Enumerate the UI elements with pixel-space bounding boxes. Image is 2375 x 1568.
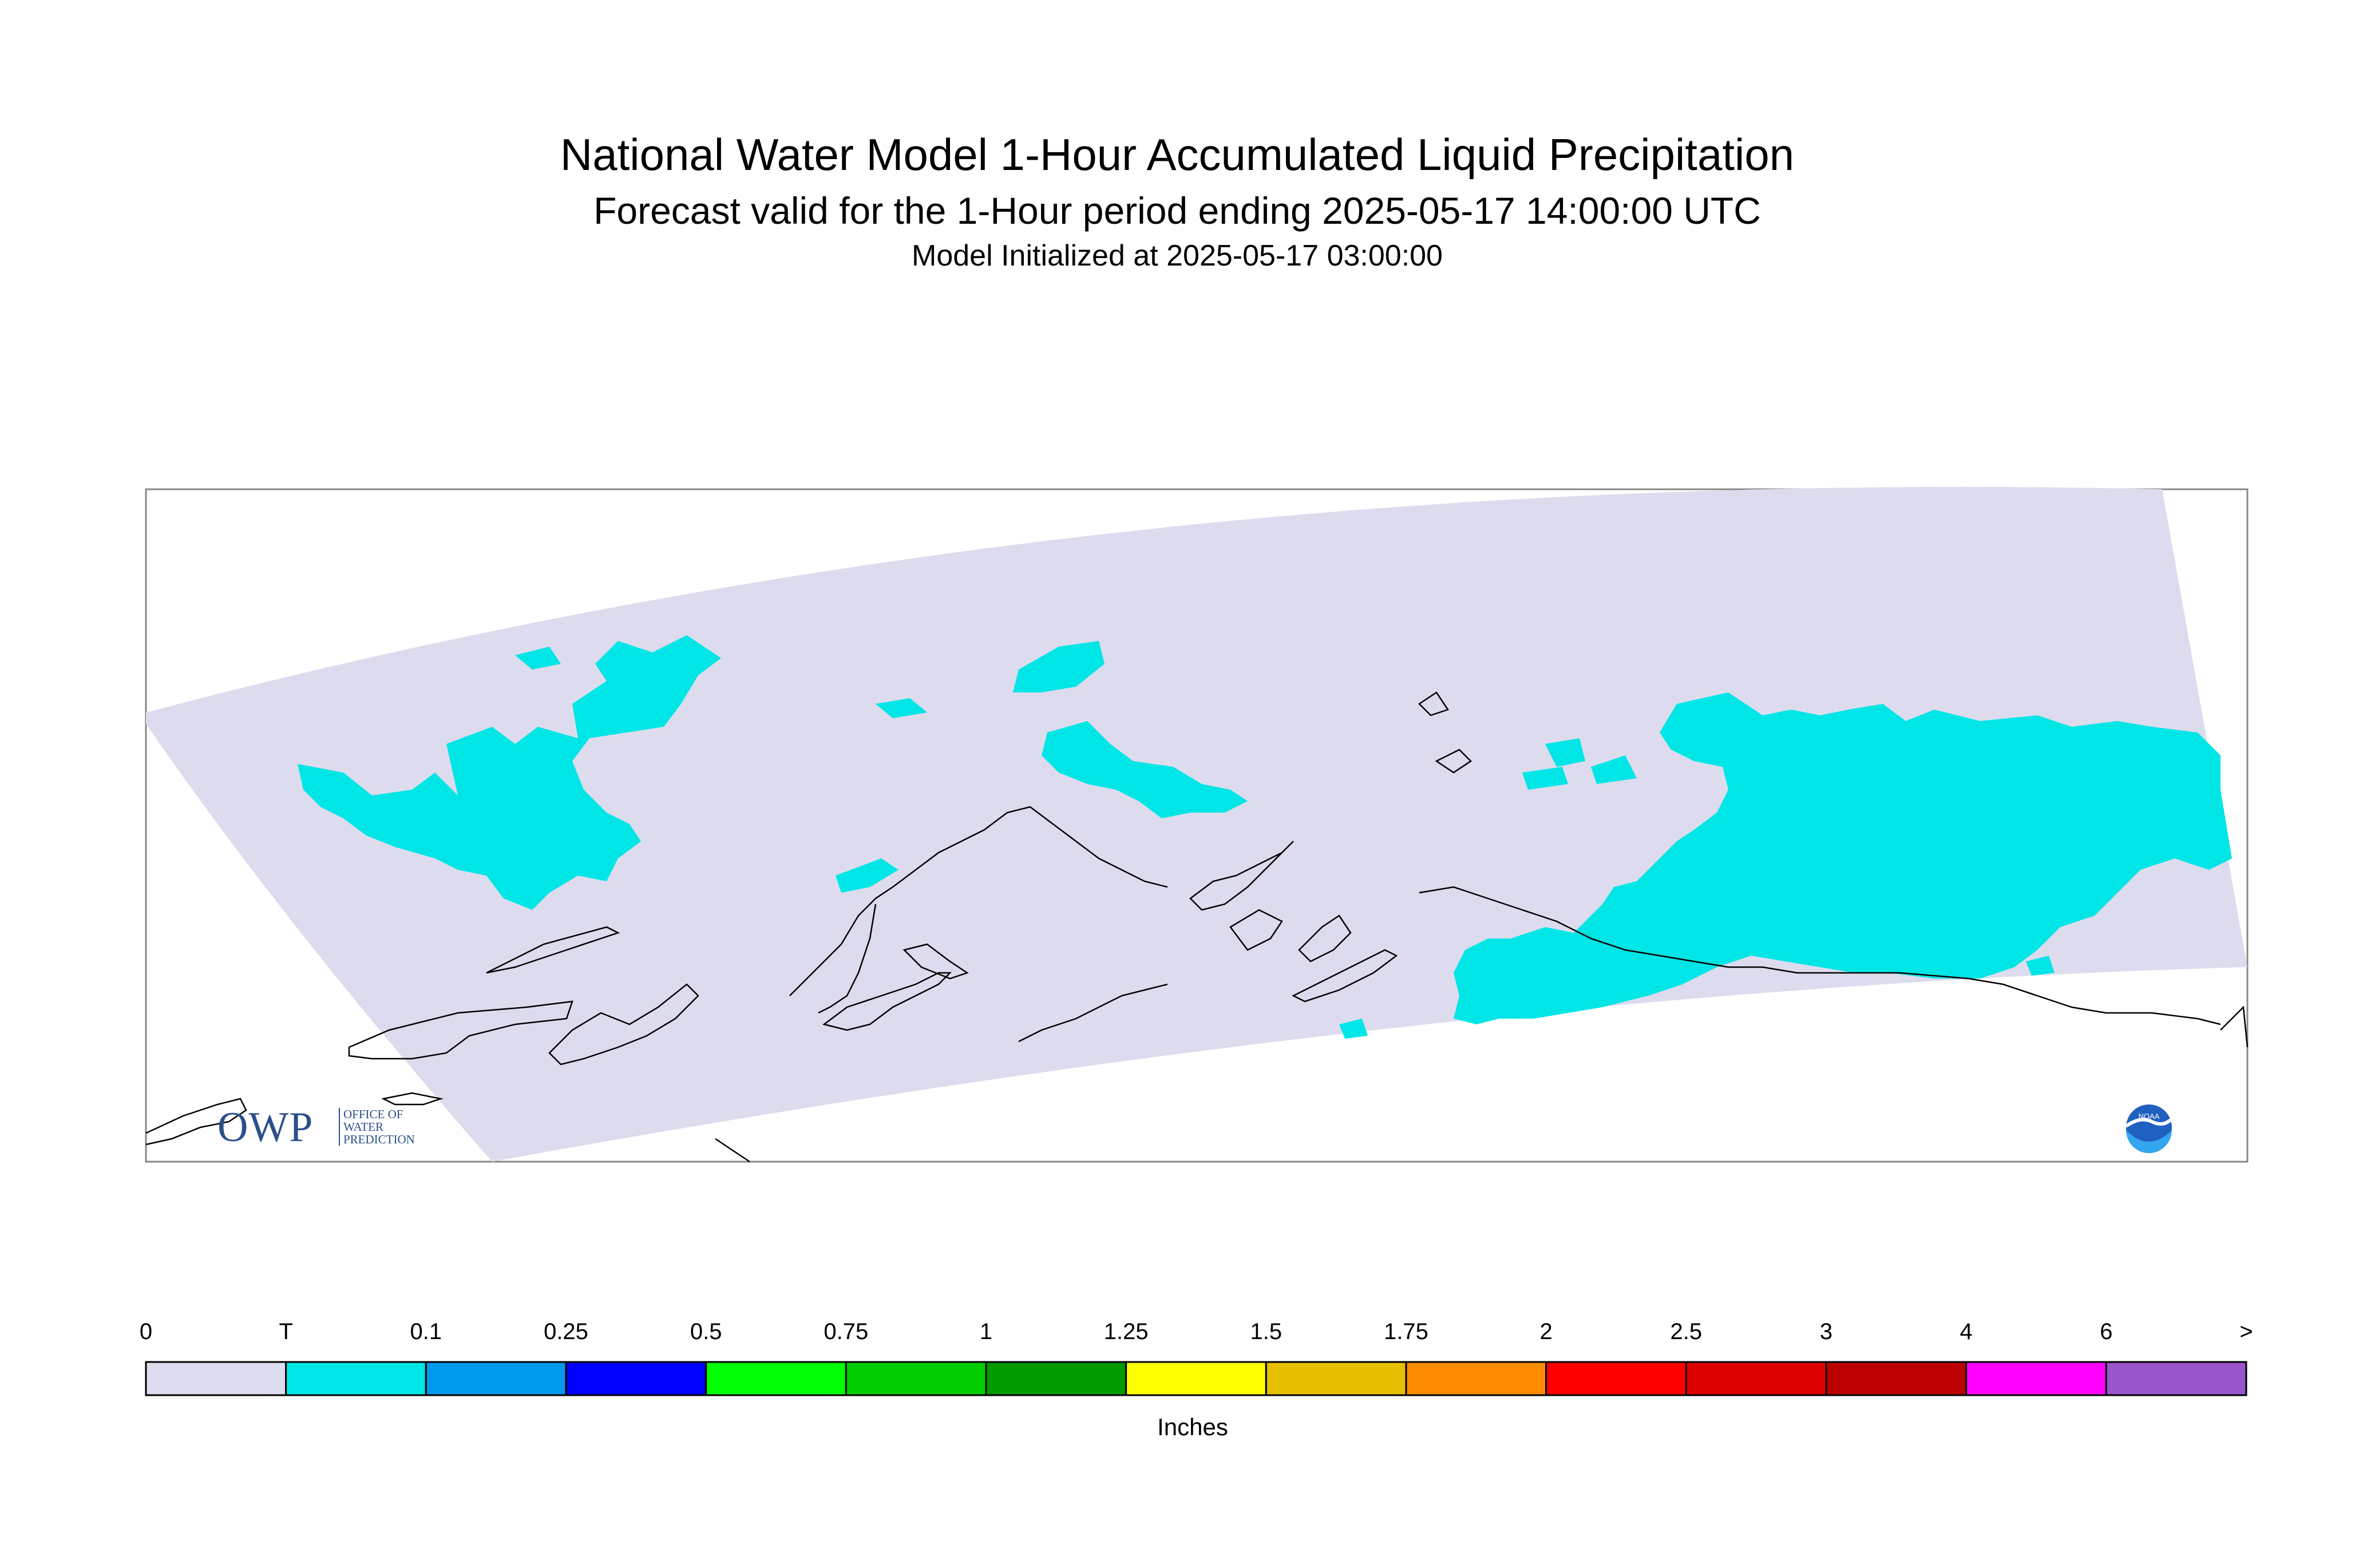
legend-tick-label: 2.5 (1670, 1319, 1703, 1344)
coast-lake-east (1435, 749, 1472, 774)
legend-tick-label: 0.5 (690, 1319, 722, 1344)
legend-cell (2105, 1361, 2247, 1396)
owp-line-1: OFFICE OF (343, 1107, 403, 1121)
legend-cell (705, 1361, 847, 1396)
map-subtitle: Forecast valid for the 1-Hour period end… (593, 189, 1761, 232)
trace-area-north-1 (1013, 641, 1105, 692)
legend-tick-label: 2 (1539, 1319, 1553, 1344)
coast-island-3 (1298, 914, 1352, 963)
legend-tick-label: 1.75 (1384, 1319, 1428, 1344)
owp-logo-subtext: OFFICE OF WATER PREDICTION (339, 1108, 423, 1146)
legend-colorbar (145, 1361, 2247, 1396)
legend-tick-label: 4 (1960, 1319, 1973, 1344)
coast-lake-north (1418, 691, 1449, 716)
coast-south (715, 1138, 750, 1163)
model-init-text: Model Initialized at 2025-05-17 03:00:00 (912, 239, 1443, 272)
trace-area-se-small (2026, 956, 2055, 976)
trace-area-east-small-2 (1522, 767, 1568, 790)
coast-river (818, 904, 877, 1014)
trace-area-east-large (1454, 692, 2232, 1024)
map-title: National Water Model 1-Hour Accumulated … (560, 129, 1795, 180)
coast-island-1 (486, 926, 620, 974)
trace-area-east-small-1 (1545, 738, 1585, 767)
trace-area-north-2 (876, 698, 927, 718)
coast-far-east (2220, 1005, 2249, 1048)
coast-island-2 (1229, 909, 1283, 951)
legend-tick-label: > (2239, 1319, 2253, 1344)
legend-cell (1265, 1361, 1407, 1396)
coast-east (1419, 886, 2221, 1025)
legend-tick-label: 1.25 (1103, 1319, 1149, 1344)
legend-cell (1545, 1361, 1687, 1396)
coast-chain (1018, 983, 1168, 1043)
trace-area-south-small (1339, 1019, 1368, 1039)
legend-cell (1125, 1361, 1267, 1396)
precipitation-trace-areas (298, 635, 2232, 1039)
svg-text:NOAA: NOAA (2139, 1112, 2160, 1120)
legend-cell (1405, 1361, 1547, 1396)
owp-line-3: PREDICTION (343, 1133, 415, 1146)
trace-area-central (1042, 721, 1248, 818)
legend-cell (1685, 1361, 1827, 1396)
legend-cell (985, 1361, 1127, 1396)
legend-tick-label: 0 (139, 1319, 153, 1344)
coast-bay (548, 983, 699, 1066)
noaa-logo: NOAA (2125, 1104, 2174, 1153)
legend-cell (845, 1361, 987, 1396)
coastline-outlines (145, 691, 2249, 1163)
legend-tick-label: 0.25 (544, 1319, 588, 1344)
legend-tick-label: 0.1 (410, 1319, 442, 1344)
coast-lake (902, 943, 969, 980)
trace-area-east-small-3 (1591, 755, 1637, 784)
trace-area-nw-small (515, 647, 561, 670)
legend-cell (1825, 1361, 1968, 1396)
legend-cell (285, 1361, 427, 1396)
owp-logo-text: OWP (217, 1104, 314, 1151)
legend-tick-label: 6 (2100, 1319, 2113, 1344)
owp-line-2: WATER (343, 1120, 383, 1134)
legend-cell (565, 1361, 707, 1396)
legend-tick-label: 3 (1819, 1319, 1833, 1344)
coast-sound (1189, 841, 1294, 911)
legend-cell (425, 1361, 567, 1396)
legend-tick-label: T (279, 1319, 293, 1344)
legend-tick-label: 1.5 (1250, 1319, 1282, 1344)
coast-peninsula-1 (822, 972, 952, 1031)
legend-cell (145, 1361, 287, 1396)
legend-tick-label: 1 (979, 1319, 993, 1344)
legend-tick-label: 0.75 (824, 1319, 869, 1344)
coast-peninsula-west (348, 1000, 573, 1060)
coast-peninsula-2 (1292, 949, 1398, 1003)
coast-island-sw (381, 1092, 444, 1106)
coastline-main (789, 806, 1168, 996)
trace-area-west (298, 635, 721, 910)
legend-cell (1965, 1361, 2107, 1396)
coast-southwest (145, 1098, 247, 1146)
legend-units-label: Inches (1157, 1413, 1228, 1440)
trace-area-inlet (836, 858, 898, 893)
